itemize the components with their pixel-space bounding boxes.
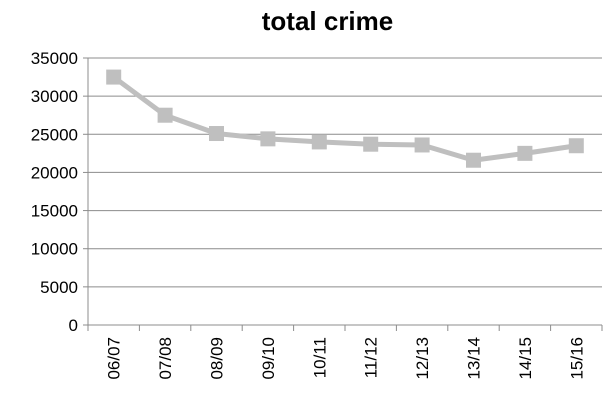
- y-tick-label: 35000: [31, 49, 78, 68]
- x-tick-label: 09/10: [259, 337, 278, 380]
- x-tick-label: 10/11: [310, 337, 329, 378]
- y-tick-label: 15000: [31, 202, 78, 221]
- y-tick-label: 25000: [31, 125, 78, 144]
- x-tick-label: 07/08: [156, 337, 175, 380]
- chart-title: total crime: [261, 6, 394, 36]
- data-point: [414, 137, 430, 153]
- data-point: [157, 107, 173, 123]
- y-tick-label: 0: [69, 316, 78, 335]
- data-point: [311, 134, 327, 150]
- data-point: [517, 145, 533, 161]
- y-tick-label: 10000: [31, 240, 78, 259]
- x-tick-label: 06/07: [105, 337, 124, 380]
- data-point: [466, 152, 481, 168]
- data-point: [568, 138, 584, 154]
- x-tick-label: 15/16: [567, 337, 586, 380]
- x-tick-label: 12/13: [413, 337, 432, 380]
- x-tick-label: 08/09: [208, 337, 227, 380]
- y-tick-label: 30000: [31, 87, 78, 106]
- y-tick-label: 5000: [40, 278, 78, 297]
- y-tick-label: 20000: [31, 163, 78, 182]
- data-point: [363, 136, 379, 152]
- data-point: [260, 131, 276, 147]
- data-point: [209, 126, 224, 142]
- x-tick-label: 13/14: [465, 337, 484, 380]
- x-tick-label: 14/15: [516, 337, 535, 380]
- x-tick-label: 11/12: [362, 337, 381, 378]
- series-line: [112, 75, 577, 163]
- data-point: [106, 69, 122, 85]
